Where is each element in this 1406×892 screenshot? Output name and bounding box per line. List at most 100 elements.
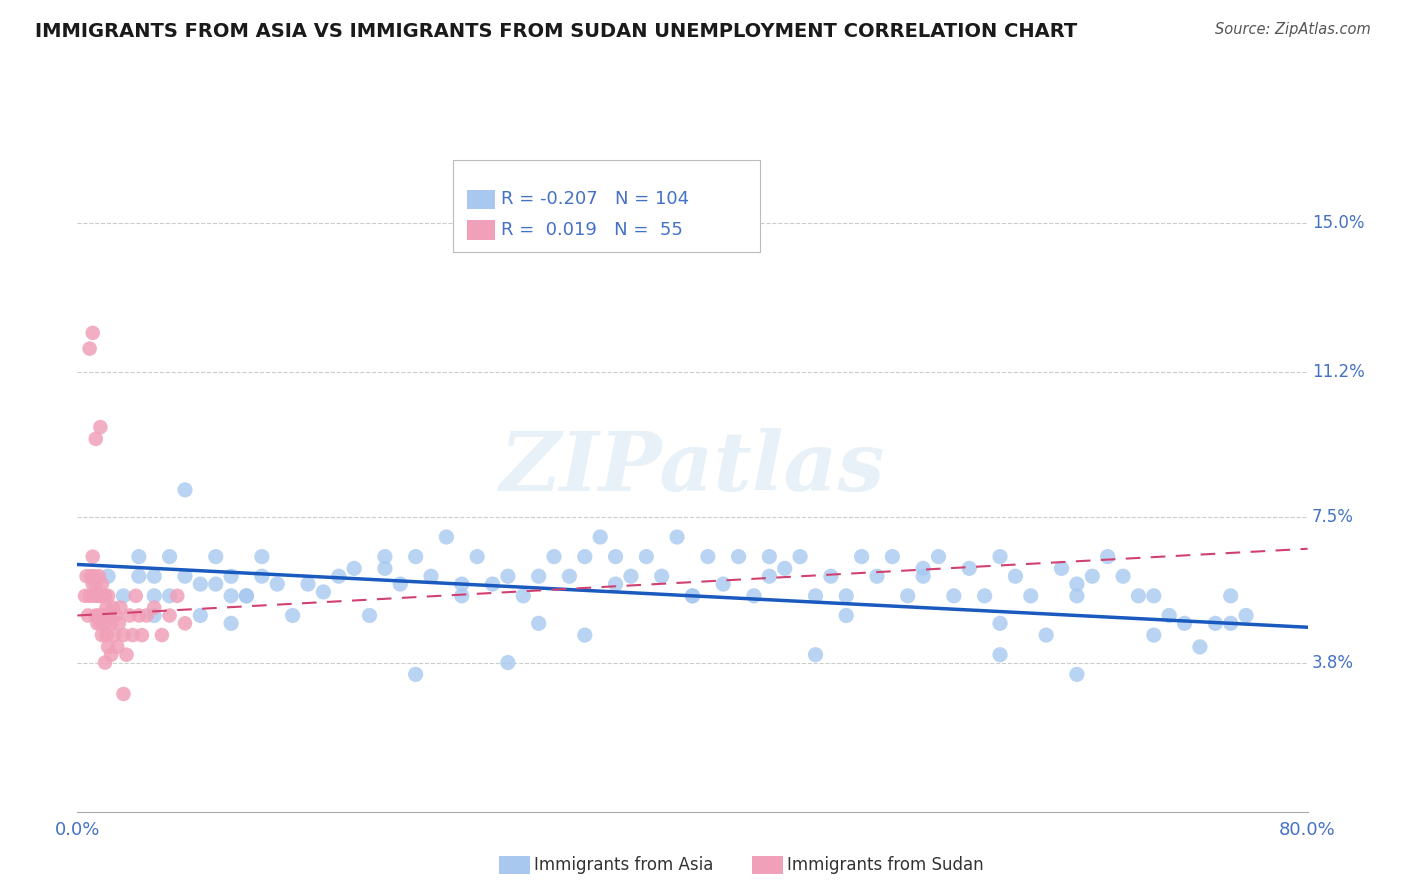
- Point: [804, 648, 827, 662]
- Point: [773, 561, 796, 575]
- Point: [90, 628, 114, 642]
- Point: [405, 549, 427, 564]
- Point: [374, 549, 396, 564]
- Point: [988, 616, 1011, 631]
- Point: [250, 549, 273, 564]
- Point: [1004, 569, 1026, 583]
- Point: [96, 600, 118, 615]
- Point: [86, 616, 108, 631]
- Point: [574, 628, 596, 642]
- Point: [1081, 569, 1104, 583]
- Point: [87, 569, 110, 583]
- Point: [1097, 549, 1119, 564]
- Point: [465, 549, 488, 564]
- Point: [235, 589, 257, 603]
- Point: [1234, 608, 1257, 623]
- Point: [150, 628, 173, 642]
- Text: 15.0%: 15.0%: [1312, 214, 1364, 232]
- Point: [100, 616, 122, 631]
- Point: [80, 569, 103, 583]
- Point: [789, 549, 811, 564]
- Point: [1035, 628, 1057, 642]
- Point: [820, 569, 842, 583]
- Point: [666, 530, 689, 544]
- Point: [988, 549, 1011, 564]
- Point: [108, 616, 131, 631]
- Point: [104, 608, 127, 623]
- Point: [82, 577, 104, 591]
- Point: [496, 656, 519, 670]
- Point: [94, 656, 117, 670]
- Point: [281, 608, 304, 623]
- Point: [711, 577, 734, 591]
- Point: [159, 549, 181, 564]
- Point: [166, 589, 188, 603]
- Point: [297, 577, 319, 591]
- Point: [682, 589, 704, 603]
- Point: [174, 483, 197, 497]
- Point: [73, 589, 96, 603]
- Point: [112, 589, 135, 603]
- Point: [128, 569, 150, 583]
- Text: ZIPatlas: ZIPatlas: [499, 428, 886, 508]
- Point: [128, 608, 150, 623]
- Point: [450, 577, 472, 591]
- Point: [1019, 589, 1042, 603]
- Point: [89, 616, 111, 631]
- Point: [804, 589, 827, 603]
- Point: [1050, 561, 1073, 575]
- Point: [83, 569, 105, 583]
- Text: 11.2%: 11.2%: [1312, 363, 1365, 381]
- Point: [758, 549, 780, 564]
- Point: [1066, 667, 1088, 681]
- Point: [204, 549, 226, 564]
- Point: [696, 549, 718, 564]
- Point: [405, 667, 427, 681]
- Point: [105, 640, 128, 654]
- Point: [118, 608, 141, 623]
- Point: [1188, 640, 1211, 654]
- Point: [328, 569, 350, 583]
- Point: [110, 600, 132, 615]
- Point: [359, 608, 381, 623]
- Point: [973, 589, 995, 603]
- Point: [957, 561, 980, 575]
- Point: [1143, 589, 1166, 603]
- Point: [682, 589, 704, 603]
- Point: [1112, 569, 1135, 583]
- Point: [1204, 616, 1226, 631]
- Point: [112, 628, 135, 642]
- Point: [912, 569, 935, 583]
- Point: [574, 549, 596, 564]
- Point: [159, 608, 181, 623]
- Point: [266, 577, 288, 591]
- Point: [135, 608, 157, 623]
- Text: Immigrants from Asia: Immigrants from Asia: [534, 856, 714, 874]
- Point: [928, 549, 950, 564]
- Point: [94, 589, 117, 603]
- Point: [159, 589, 181, 603]
- Point: [835, 589, 858, 603]
- Point: [188, 577, 212, 591]
- Point: [312, 585, 335, 599]
- Point: [450, 589, 472, 603]
- Point: [1219, 616, 1241, 631]
- Text: 3.8%: 3.8%: [1312, 654, 1354, 672]
- Point: [84, 577, 107, 591]
- Point: [82, 549, 104, 564]
- Point: [143, 608, 166, 623]
- Point: [96, 628, 118, 642]
- Point: [89, 420, 111, 434]
- Point: [82, 326, 104, 340]
- Point: [76, 569, 98, 583]
- Point: [143, 589, 166, 603]
- Point: [86, 589, 108, 603]
- Text: IMMIGRANTS FROM ASIA VS IMMIGRANTS FROM SUDAN UNEMPLOYMENT CORRELATION CHART: IMMIGRANTS FROM ASIA VS IMMIGRANTS FROM …: [35, 22, 1077, 41]
- Point: [558, 569, 581, 583]
- Point: [97, 640, 120, 654]
- Point: [605, 549, 627, 564]
- Point: [727, 549, 749, 564]
- Point: [942, 589, 965, 603]
- Point: [374, 561, 396, 575]
- Point: [128, 549, 150, 564]
